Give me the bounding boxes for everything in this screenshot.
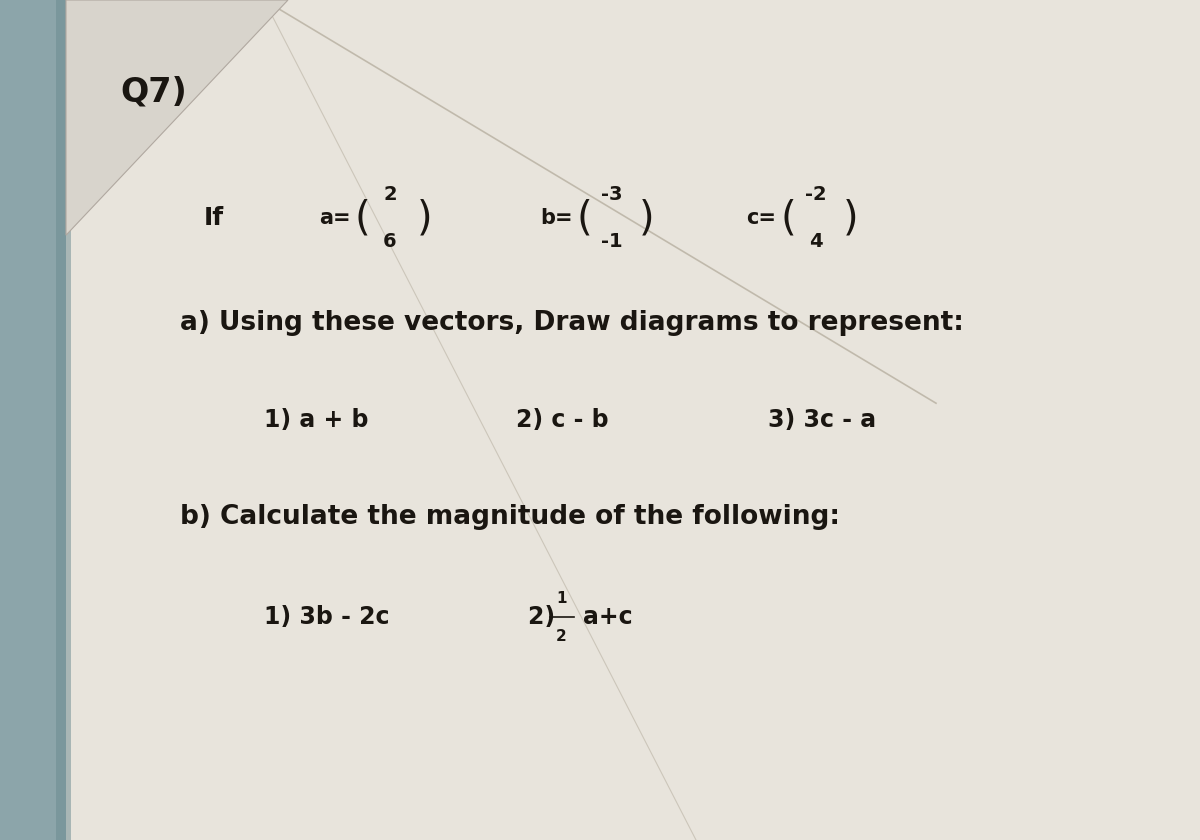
Text: ): ): [842, 198, 858, 239]
Text: 2) c - b: 2) c - b: [516, 408, 608, 432]
Text: 4: 4: [809, 233, 823, 251]
Text: Q7): Q7): [120, 76, 187, 108]
Text: b=: b=: [540, 208, 572, 228]
Text: 6: 6: [383, 233, 397, 251]
Bar: [0, 0, 66, 840]
Text: a) Using these vectors, Draw diagrams to represent:: a) Using these vectors, Draw diagrams to…: [180, 311, 964, 336]
Text: (: (: [780, 198, 796, 239]
Text: If: If: [204, 207, 224, 230]
Text: (: (: [354, 198, 370, 239]
Text: ): ): [416, 198, 432, 239]
Text: ): ): [638, 198, 654, 239]
Polygon shape: [66, 0, 288, 235]
Bar: [56, 0, 71, 840]
Text: 1: 1: [557, 591, 566, 606]
Text: a=: a=: [319, 208, 350, 228]
Text: -1: -1: [601, 233, 623, 251]
Text: 2: 2: [557, 629, 566, 644]
Text: b) Calculate the magnitude of the following:: b) Calculate the magnitude of the follow…: [180, 504, 840, 529]
Text: 2): 2): [528, 606, 563, 629]
Text: 2: 2: [383, 186, 397, 204]
Text: a+c: a+c: [583, 606, 632, 629]
Text: 3) 3c - a: 3) 3c - a: [768, 408, 876, 432]
Text: 1) 3b - 2c: 1) 3b - 2c: [264, 606, 390, 629]
Text: -2: -2: [805, 186, 827, 204]
Text: 1) a + b: 1) a + b: [264, 408, 368, 432]
Text: (: (: [576, 198, 592, 239]
Text: c=: c=: [746, 208, 776, 228]
Text: -3: -3: [601, 186, 623, 204]
